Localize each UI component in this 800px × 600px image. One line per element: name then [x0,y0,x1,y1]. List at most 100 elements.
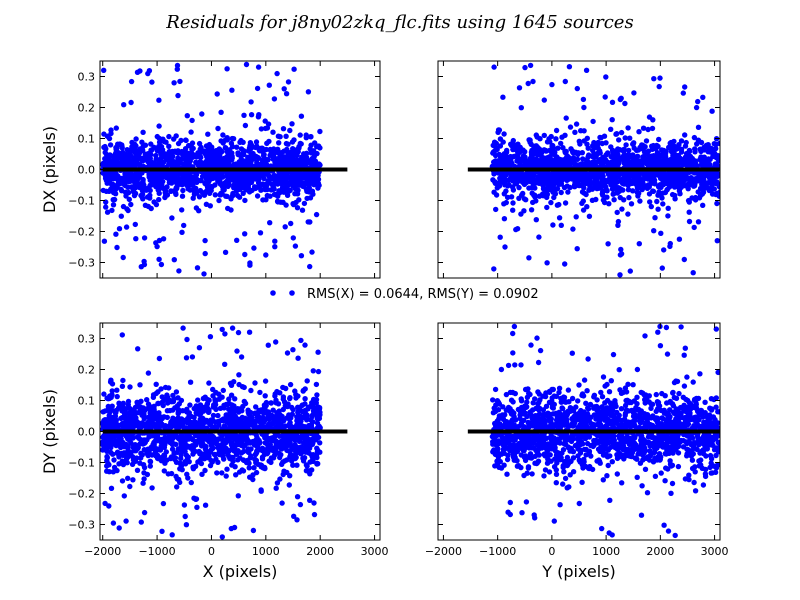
y-tick-label: 0.2 [78,102,96,115]
data-point [247,440,254,446]
data-point [101,238,108,244]
data-point [136,184,143,191]
data-point [238,146,245,152]
data-point [174,476,180,482]
data-point [301,157,308,163]
data-point [519,192,525,198]
data-point [556,215,563,221]
data-point [245,449,252,455]
data-point [116,461,122,467]
data-point [226,161,232,168]
data-point [685,197,692,204]
data-point [180,325,186,331]
data-point [303,432,309,438]
data-point [553,127,560,134]
data-point [130,442,137,449]
data-point [610,174,616,180]
data-point [605,241,611,247]
data-point [281,154,287,160]
data-point [708,186,715,192]
data-point [317,449,323,455]
data-point [217,405,224,411]
data-point [222,249,229,255]
data-point [124,147,130,153]
data-point [695,219,702,225]
data-point [528,207,535,213]
data-point [548,133,554,140]
data-point [280,199,286,205]
data-point [544,158,550,165]
data-point [513,143,519,149]
data-point [246,465,252,471]
data-point [290,445,297,451]
data-point [159,528,165,534]
data-point [300,449,306,455]
data-point [159,181,165,188]
data-point [158,261,165,268]
data-point [526,255,532,261]
data-point [104,453,110,460]
data-point [175,92,181,99]
data-point [242,251,248,258]
data-point [658,191,664,197]
data-point [651,173,657,179]
data-point [212,402,218,408]
data-point [276,190,283,196]
data-point [615,146,621,152]
data-point [314,144,320,150]
data-point [686,209,692,215]
data-point [161,151,167,158]
data-point [213,154,220,160]
data-point [147,463,153,469]
data-point [104,133,111,139]
data-point [659,265,665,271]
data-point [625,211,631,217]
data-point [100,434,106,440]
data-point [224,193,230,200]
data-point [643,160,649,167]
data-point [240,175,246,182]
data-point [146,185,152,191]
data-point [695,189,701,195]
data-point [229,87,235,93]
data-point [141,235,148,241]
data-point [279,500,285,506]
data-point [520,156,526,162]
data-point [202,237,208,244]
data-point [170,415,176,421]
data-point [262,393,268,399]
data-point [697,146,703,152]
data-point [239,442,245,448]
data-point [158,439,164,445]
data-point [255,414,261,420]
data-point [179,229,185,235]
data-point [179,207,185,213]
data-point [115,405,122,411]
data-point [515,155,522,161]
data-point [505,183,511,189]
data-point [128,201,134,208]
data-point [188,479,194,486]
data-point [648,203,654,210]
data-point [234,172,240,179]
data-point [573,162,579,168]
data-point [242,122,249,129]
data-point [537,177,543,183]
data-point [160,500,167,507]
data-point [123,456,130,462]
data-point [119,383,126,389]
data-point [115,173,121,179]
data-point [120,451,126,458]
data-point [544,192,550,198]
data-point [594,183,600,189]
data-point [171,136,177,142]
data-point [547,139,553,145]
data-point [278,442,285,448]
data-point [138,519,144,525]
data-point [317,440,323,446]
data-point [683,173,689,179]
data-point [241,112,247,119]
data-point [207,462,214,469]
data-point [678,184,684,190]
data-point [567,184,573,191]
